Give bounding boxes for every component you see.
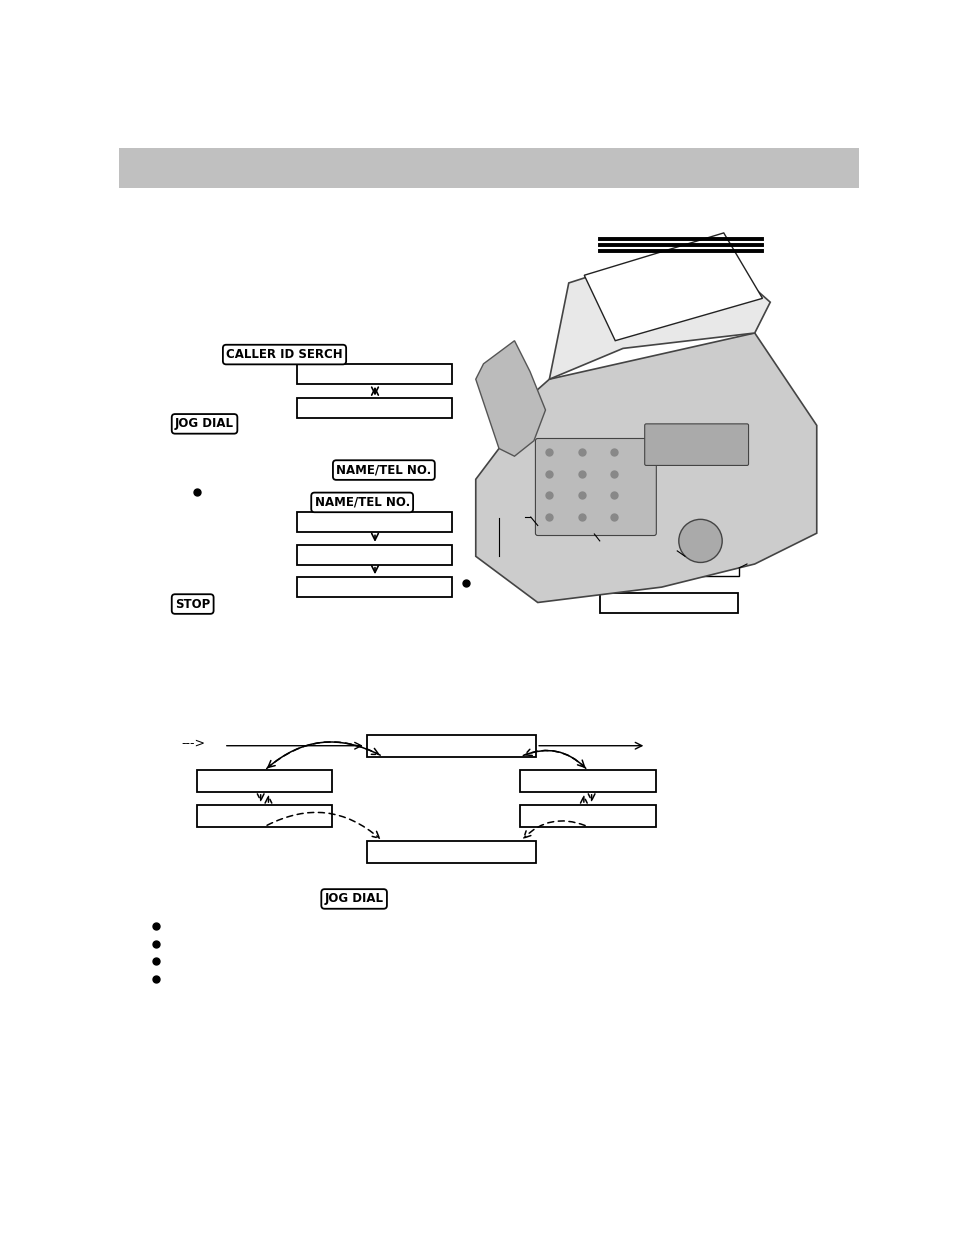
Text: NAME/TEL NO.: NAME/TEL NO. [314,496,410,509]
Polygon shape [476,341,545,456]
Polygon shape [549,241,769,379]
FancyBboxPatch shape [644,424,748,466]
FancyBboxPatch shape [519,771,655,792]
Text: JOG DIAL: JOG DIAL [174,417,233,430]
Circle shape [679,520,721,562]
FancyBboxPatch shape [297,364,452,384]
FancyBboxPatch shape [485,509,530,526]
FancyBboxPatch shape [599,593,737,614]
FancyBboxPatch shape [519,805,655,826]
FancyBboxPatch shape [119,148,858,188]
FancyBboxPatch shape [196,771,332,792]
FancyBboxPatch shape [576,542,677,559]
Polygon shape [476,333,816,603]
Text: JOG DIAL: JOG DIAL [324,893,383,905]
Text: NAME/TEL NO.: NAME/TEL NO. [335,463,431,477]
FancyBboxPatch shape [297,545,452,564]
FancyBboxPatch shape [367,735,536,757]
Text: CALLER ID SERCH: CALLER ID SERCH [226,348,342,361]
FancyBboxPatch shape [535,438,656,536]
Text: --->: ---> [181,737,205,750]
Polygon shape [583,233,761,341]
FancyBboxPatch shape [297,513,452,532]
FancyBboxPatch shape [524,526,594,542]
FancyBboxPatch shape [367,841,536,863]
FancyBboxPatch shape [297,577,452,597]
FancyBboxPatch shape [297,399,452,419]
Text: STOP: STOP [174,598,210,610]
FancyBboxPatch shape [196,805,332,826]
FancyBboxPatch shape [599,559,739,577]
